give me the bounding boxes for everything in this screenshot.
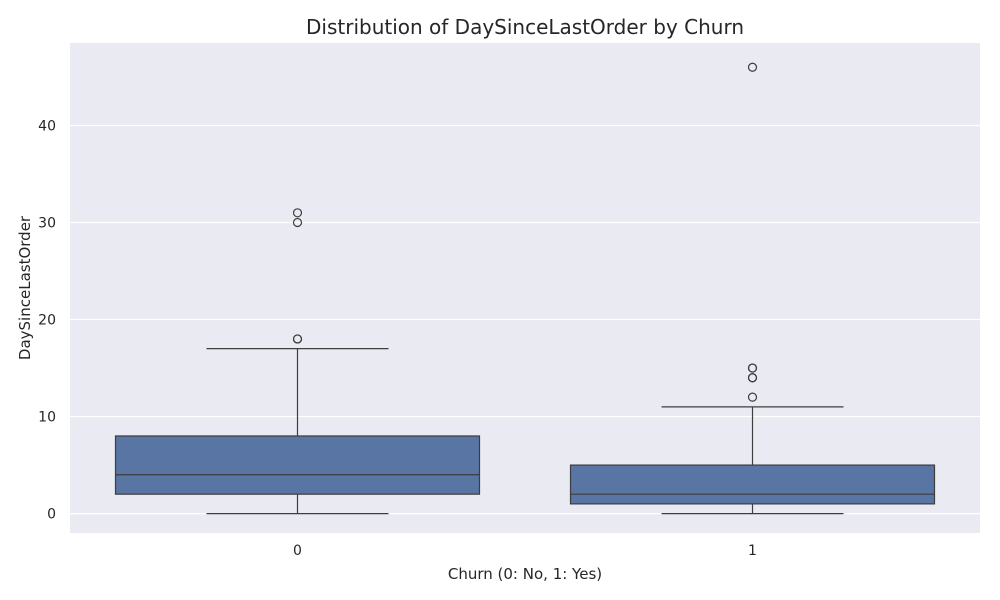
outlier-point-0-1 [292,334,303,344]
x-axis-label: Churn (0: No, 1: Yes) [448,565,602,583]
y-tick-label-0: 0 [47,507,56,523]
outlier-point-1-0 [747,392,758,402]
y-tick-label-10: 10 [38,410,56,426]
box-iqr-1 [569,464,936,505]
outlier-point-0-3 [292,208,303,218]
outlier-point-0-2 [292,217,303,228]
outlier-point-1-5 [747,62,758,72]
chart-title: Distribution of DaySinceLastOrder by Chu… [306,15,744,39]
box-iqr-0 [114,435,481,495]
outlier-point-1-2 [747,373,758,383]
x-tick-label-0: 0 [293,543,302,559]
y-tick-label-20: 20 [38,313,56,329]
y-axis-ticks: 0 10 20 30 40 [38,118,56,522]
outlier-point-1-4 [747,363,758,373]
y-tick-label-30: 30 [38,216,56,232]
y-axis-label: DaySinceLastOrder [16,215,34,360]
x-tick-label-1: 1 [748,543,757,559]
box-series [114,62,936,515]
y-tick-label-40: 40 [38,118,56,134]
